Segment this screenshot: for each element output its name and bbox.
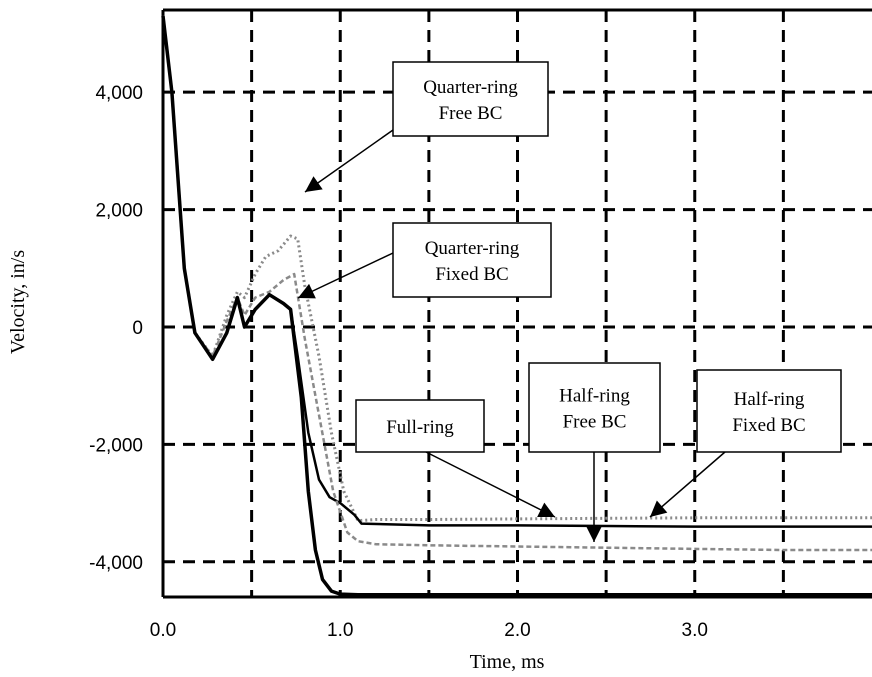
annotation-text: Half-ring	[559, 386, 630, 407]
annotation-arrow	[649, 451, 726, 518]
annotation-box	[355, 399, 485, 453]
x-tick-label: 0.0	[150, 620, 176, 641]
annotation-text: Half-ring	[734, 389, 805, 410]
annotation-box	[392, 61, 549, 137]
y-tick-label: 0	[132, 318, 143, 339]
annotations: Quarter-ring Free BC Quarter-ring Fixed BC F…	[297, 61, 842, 542]
annotation-callout: Half-ring Fixed BC	[649, 369, 842, 518]
series-line-2	[161, 15, 872, 552]
annotation-box	[392, 222, 552, 298]
annotation-text: Full-ring	[386, 417, 454, 438]
annotation-arrow	[304, 129, 394, 193]
annotation-callout: Quarter-ring Free BC	[304, 61, 549, 193]
annotation-callout: Half-ring Free BC	[528, 362, 661, 542]
arrowhead-icon	[537, 502, 555, 517]
annotation-text: Fixed BC	[732, 415, 805, 436]
x-axis-title: Time, ms	[470, 651, 545, 673]
series-line-3	[161, 15, 872, 597]
annotation-text: Free BC	[439, 103, 503, 124]
y-tick-label: -2,000	[89, 435, 143, 456]
x-tick-label: 3.0	[682, 620, 708, 641]
annotation-arrow	[297, 252, 394, 299]
annotation-callout: Quarter-ring Fixed BC	[297, 222, 552, 299]
plot-frame	[161, 8, 872, 599]
arrowhead-icon	[586, 526, 602, 542]
annotation-text: Free BC	[563, 412, 627, 433]
x-tick-label: 2.0	[504, 620, 530, 641]
arrowhead-icon	[650, 500, 668, 517]
series-layer	[161, 15, 872, 597]
arrowhead-icon	[298, 283, 316, 299]
y-tick-label: 4,000	[95, 83, 143, 104]
annotation-arrow	[425, 451, 556, 518]
annotation-text: Fixed BC	[435, 264, 508, 285]
y-tick-label: -4,000	[89, 553, 143, 574]
y-tick-label: 2,000	[95, 201, 143, 222]
x-tick-labels: 0.0 1.0 2.0 3.0	[150, 620, 708, 641]
y-axis-title: Velocity, in/s	[7, 250, 29, 354]
x-tick-label: 1.0	[327, 620, 353, 641]
annotation-text: Quarter-ring	[425, 238, 520, 259]
annotation-callout: Full-ring	[355, 399, 556, 518]
annotation-box	[528, 362, 661, 453]
y-tick-labels: 4,000 2,000 0 -2,000 -4,000	[89, 83, 143, 574]
annotation-text: Quarter-ring	[423, 77, 518, 98]
annotation-box	[696, 369, 842, 453]
arrowhead-icon	[305, 176, 323, 192]
